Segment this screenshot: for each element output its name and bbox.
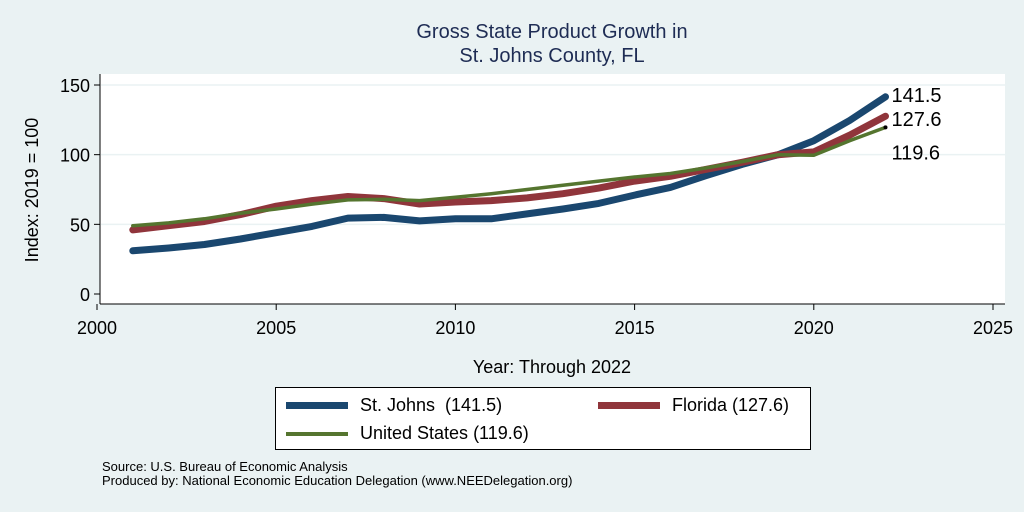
legend-item-st-johns: St. Johns (141.5)	[286, 395, 502, 416]
legend-swatch-st-johns	[286, 402, 348, 409]
x-tick-label: 2015	[615, 318, 655, 338]
x-tick-label: 2005	[256, 318, 296, 338]
plot-area	[100, 74, 1005, 304]
legend-item-united-states: United States (119.6)	[286, 423, 529, 444]
chart-title-line-1: Gross State Product Growth in	[416, 21, 688, 43]
end-label-florida: 127.6	[891, 109, 941, 131]
legend-label-st-johns: St. Johns (141.5)	[360, 395, 503, 415]
footer: Source: U.S. Bureau of Economic Analysis…	[102, 460, 572, 488]
x-tick-label: 2025	[973, 318, 1013, 338]
y-axis-label: Index: 2019 = 100	[22, 118, 42, 263]
legend-label-florida: Florida (127.6)	[672, 395, 790, 415]
end-label-st-johns: 141.5	[891, 85, 941, 107]
x-tick-label: 2020	[794, 318, 834, 338]
y-tick-label: 150	[60, 76, 90, 96]
legend-swatch-united-states	[286, 431, 348, 436]
legend-label-united-states: United States (119.6)	[360, 423, 529, 443]
y-tick-label: 100	[60, 146, 90, 166]
end-label-united-states: 119.6	[891, 142, 940, 164]
y-tick-label: 50	[70, 215, 90, 235]
x-axis-label: Year: Through 2022	[473, 357, 631, 377]
y-tick-label: 0	[80, 285, 90, 305]
end-marker	[883, 125, 888, 130]
legend-item-florida: Florida (127.6)	[598, 395, 789, 416]
source-note: Source: U.S. Bureau of Economic Analysis	[102, 459, 348, 474]
legend-swatch-florida	[598, 402, 660, 409]
x-tick-label: 2010	[435, 318, 475, 338]
series-line-united-states	[131, 125, 888, 228]
chart-title-line-2: St. Johns County, FL	[459, 45, 645, 67]
produced-by-note: Produced by: National Economic Education…	[102, 473, 573, 488]
x-tick-label: 2000	[77, 318, 117, 338]
chart-title: Gross State Product Growth in St. Johns …	[0, 20, 1024, 68]
legend: St. Johns (141.5) Florida (127.6) United…	[275, 387, 811, 450]
